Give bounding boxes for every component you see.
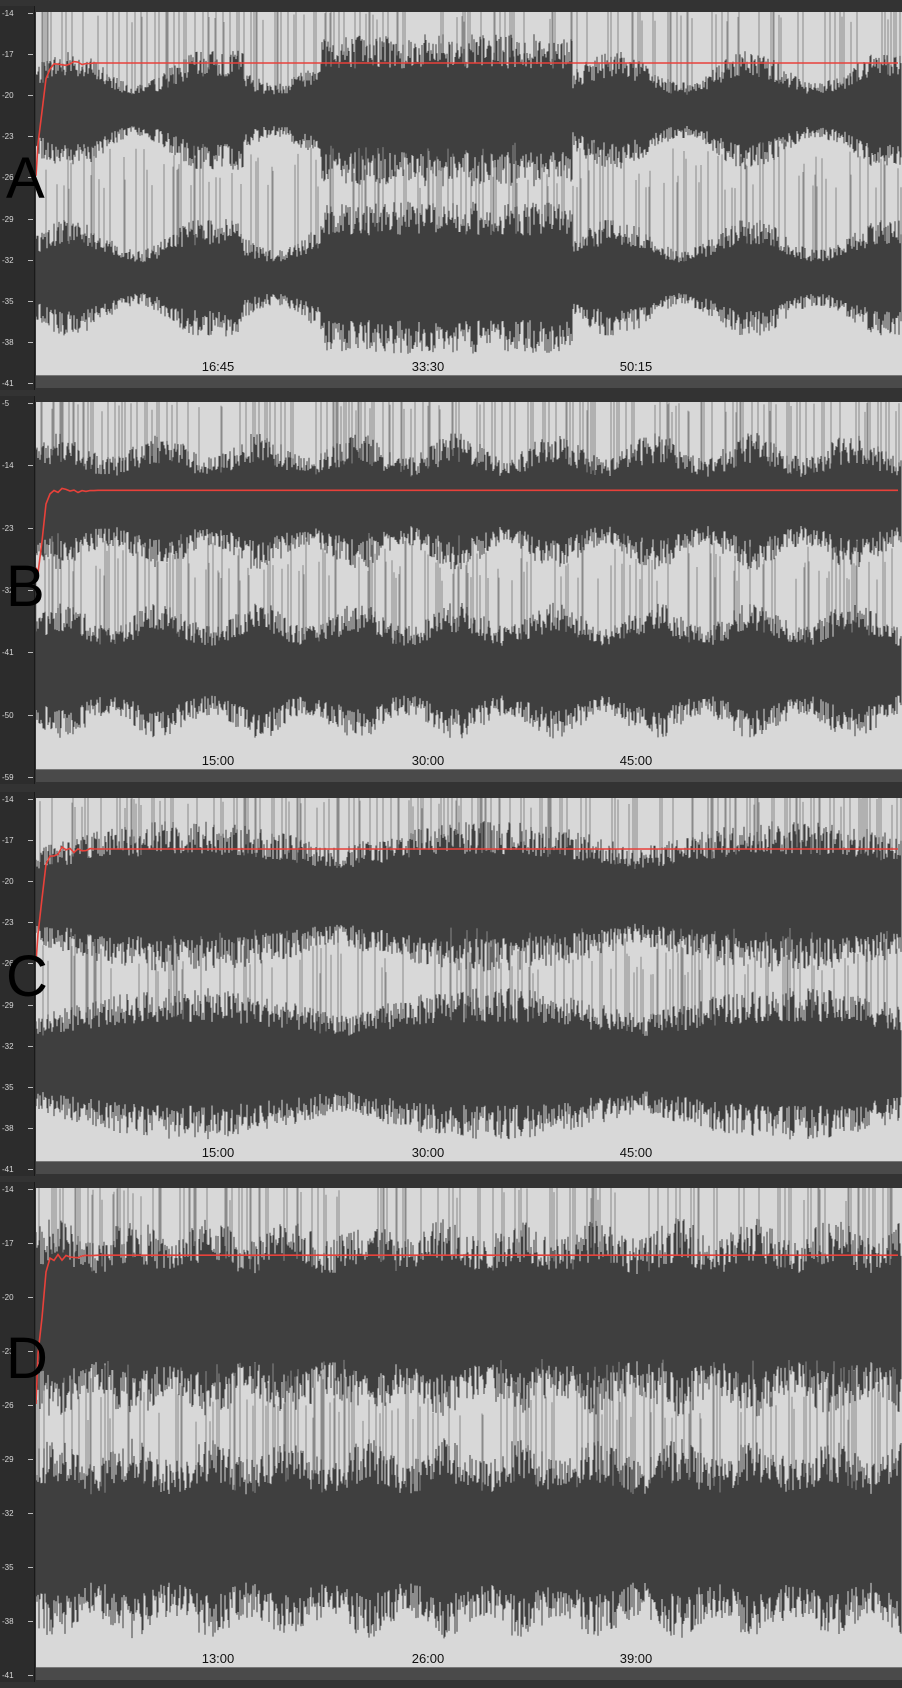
db-tick-label: -32 [2,1042,33,1051]
panel-letter-label: A [6,146,45,211]
db-tick-label: -35 [2,297,33,306]
db-tick-label: -32 [2,256,33,265]
channel-waveform-1 [36,34,902,187]
db-tick-label: -23 [2,524,33,533]
channel-waveform-2 [36,1438,902,1639]
db-tick-label: -50 [2,711,33,720]
db-tick-label: -32 [2,587,33,595]
db-tick-label: -38 [2,1618,33,1626]
channel-peak-trace [45,142,902,262]
waveform-plot[interactable] [36,12,902,376]
db-tick-label: -35 [2,1564,33,1572]
channel-peak-trace [42,927,898,1036]
channel-waveform-2 [36,201,902,354]
db-ruler: -14 -17 -20 -23 -26 -29 -32 -35 -38 -41 [0,1182,35,1682]
db-tick-label: -26 [2,174,33,182]
db-tick-label: -26 [2,1402,33,1410]
waveform-panel-d: -14 -17 -20 -23 -26 -29 -32 -35 -38 -41 D 13:00 26:0… [0,1182,902,1682]
db-tick-label: -14 [2,462,33,470]
panel-letter-label: B [6,554,45,619]
time-label: 39:00 [619,1651,653,1666]
db-tick-label: -17 [2,1240,33,1248]
channel-peak-trace [41,12,901,95]
loudness-level-line [36,845,898,962]
loudness-level-line [36,1253,898,1405]
waveform-plot[interactable] [36,1188,902,1668]
channel-peak-trace [36,533,893,645]
db-tick-label: -20 [2,1294,33,1302]
time-label: 15:00 [201,1145,235,1160]
db-tick-label: -41 [2,1166,33,1174]
db-tick-label: -38 [2,1124,33,1133]
time-label: 16:45 [201,359,235,374]
db-ruler: -14 -17 -20 -23 -26 -29 -32 -35 -38 -41 [0,792,35,1176]
db-tick-label: -14 [2,10,33,18]
time-label: 45:00 [619,753,653,768]
panel-letter-label: D [6,1326,48,1391]
db-tick-label: -23 [2,919,33,927]
time-label: 26:00 [411,1651,445,1666]
timeline-scrollbar[interactable] [36,1667,902,1680]
panel-letter-label: C [6,944,48,1009]
time-label: 45:00 [619,1145,653,1160]
waveform-panel-c: -14 -17 -20 -23 -26 -29 -32 -35 -38 -41 C 15:00 30:0… [0,792,902,1176]
db-tick-label: -35 [2,1083,33,1092]
timeline-scrollbar[interactable] [36,1161,902,1174]
db-tick-label: -26 [2,960,33,968]
db-tick-label: -38 [2,338,33,347]
time-label: 30:00 [411,1145,445,1160]
time-label: 50:15 [619,359,653,374]
timeline-scrollbar[interactable] [36,375,902,388]
db-tick-label: -20 [2,92,33,100]
loudness-level-line [36,487,898,574]
db-tick-label: -20 [2,878,33,886]
channel-waveform-2 [36,602,902,739]
channel-peak-trace [38,1188,893,1272]
db-tick-label: -23 [2,1348,33,1356]
db-ruler: -14 -17 -20 -23 -26 -29 -32 -35 -38 -41 [0,6,35,390]
waveform-plot[interactable] [36,402,902,770]
waveform-svg [36,1188,902,1639]
db-tick-label: -32 [2,1510,33,1518]
channel-peak-trace [36,1359,896,1495]
waveform-panel-b: -5 -14 -23 -32 -41 -50 -59 B 15:00 30:00 45:00 [0,396,902,784]
db-tick-label: -5 [2,400,33,408]
db-tick-label: -17 [2,51,33,59]
time-label: 30:00 [411,753,445,768]
channel-waveform-2 [36,988,902,1140]
time-label: 13:00 [201,1651,235,1666]
channel-waveform-1 [36,1218,902,1418]
db-tick-label: -29 [2,215,33,224]
waveform-svg [36,798,902,1140]
db-tick-label: -14 [2,796,33,804]
waveform-panel-a: -14 -17 -20 -23 -26 -29 -32 -35 -38 -41 A 16:45 33:3… [0,6,902,390]
db-tick-label: -29 [2,1456,33,1464]
time-label: 33:30 [411,359,445,374]
loudness-level-line [36,60,898,176]
db-tick-label: -59 [2,774,33,782]
channel-waveform-1 [36,821,902,972]
channel-waveform-1 [36,433,902,570]
waveform-svg [36,12,902,354]
db-tick-label: -41 [2,649,33,657]
waveform-plot[interactable] [36,798,902,1162]
timeline-scrollbar[interactable] [36,769,902,782]
db-tick-label: -23 [2,133,33,141]
db-tick-label: -41 [2,380,33,388]
db-ruler: -5 -14 -23 -32 -41 -50 -59 [0,396,35,784]
db-tick-label: -14 [2,1186,33,1194]
time-label: 15:00 [201,753,235,768]
channel-peak-trace [40,402,900,477]
waveform-svg [36,402,902,739]
db-tick-label: -17 [2,837,33,845]
db-tick-label: -41 [2,1672,33,1680]
db-tick-label: -29 [2,1001,33,1010]
channel-peak-trace [39,798,902,869]
